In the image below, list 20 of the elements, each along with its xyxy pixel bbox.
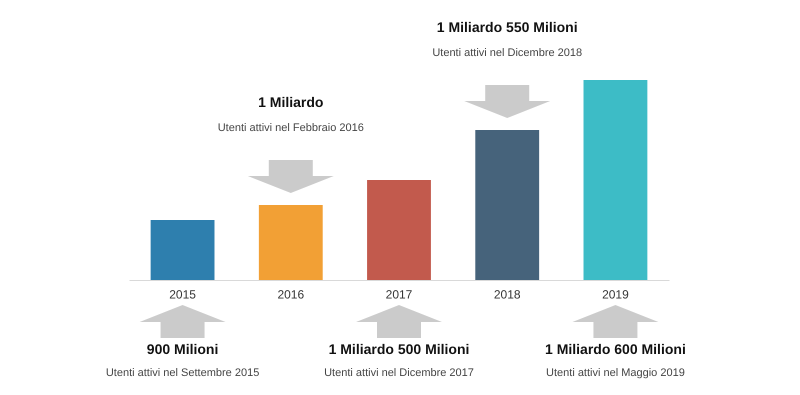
text: Utenti attivi nel Settembre 2015 <box>106 367 260 379</box>
annotation: Utenti attivi nel Febbraio 2016 <box>218 122 364 134</box>
text: 1 Miliardo 550 Milioni <box>436 19 578 35</box>
x-tick-label: 2019 <box>602 288 630 302</box>
bar <box>584 80 648 280</box>
bar <box>475 130 540 280</box>
text: 1 Miliardo 600 Milioni <box>545 341 686 357</box>
text: Utenti attivi nel Maggio 2019 <box>546 367 685 379</box>
text: 900 Milioni <box>146 341 218 357</box>
x-tick-label: 2017 <box>386 288 413 302</box>
x-tick-label: 2015 <box>169 288 196 302</box>
bar <box>258 205 323 280</box>
text: Utenti attivi nel Dicembre 2017 <box>324 367 474 379</box>
text: 1 Miliardo 500 Milioni <box>328 341 470 357</box>
x-tick-label: 2018 <box>494 288 521 302</box>
x-tick-label: 2016 <box>277 288 304 302</box>
text: Utenti attivi nel Dicembre 2018 <box>432 47 582 59</box>
annotation: 1 Miliardo <box>258 94 324 110</box>
bar <box>150 220 214 280</box>
bar <box>367 180 431 280</box>
